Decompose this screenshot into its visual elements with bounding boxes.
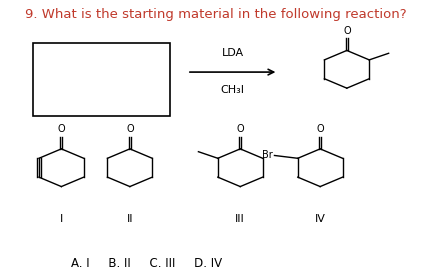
- Text: IV: IV: [314, 214, 325, 224]
- Text: III: III: [235, 214, 245, 224]
- Text: 9. What is the starting material in the following reaction?: 9. What is the starting material in the …: [25, 8, 405, 21]
- Text: Br: Br: [261, 150, 272, 160]
- Text: A. I     B. II     C. III     D. IV: A. I B. II C. III D. IV: [71, 257, 222, 270]
- Text: O: O: [316, 124, 323, 134]
- Text: CH₃I: CH₃I: [220, 85, 244, 95]
- Text: O: O: [236, 124, 243, 134]
- Text: O: O: [342, 26, 350, 36]
- Text: O: O: [57, 124, 65, 134]
- Text: II: II: [126, 214, 133, 224]
- Text: I: I: [60, 214, 63, 224]
- Bar: [33, 43, 169, 116]
- Text: LDA: LDA: [221, 48, 243, 58]
- Text: O: O: [126, 124, 133, 134]
